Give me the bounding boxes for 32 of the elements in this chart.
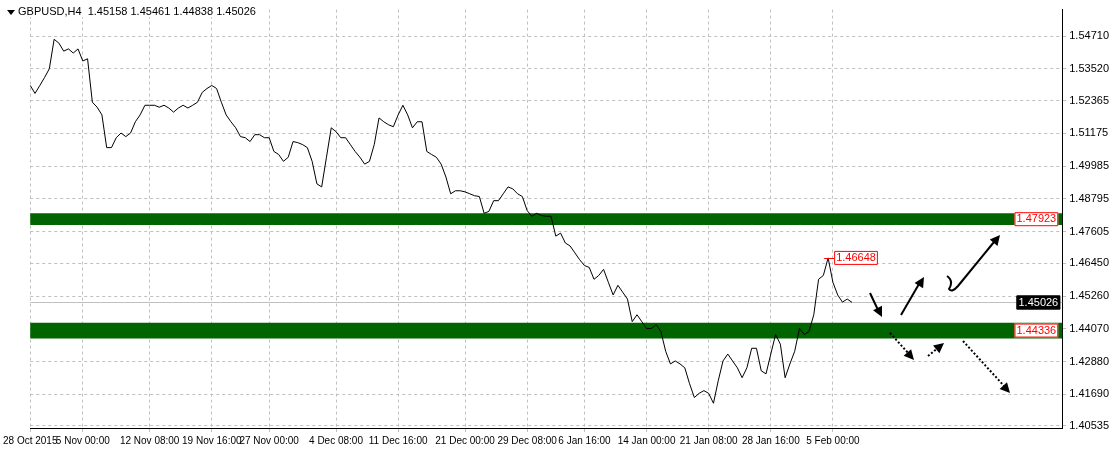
y-tick-label: 1.40535 (1069, 418, 1109, 431)
x-tick-label: 14 Jan 00:00 (617, 434, 676, 446)
x-tick-label: 4 Dec 08:00 (309, 434, 364, 446)
x-tick-label: 12 Nov 08:00 (119, 434, 180, 446)
x-tick-label: 28 Oct 2015 (3, 434, 58, 446)
chart-title: GBPUSD,H4 1.45158 1.45461 1.44838 1.45026 (18, 5, 256, 17)
y-tick-label: 1.49985 (1069, 159, 1109, 172)
y-tick-label: 1.46450 (1069, 256, 1109, 269)
y-tick-label: 1.45260 (1069, 289, 1109, 302)
x-tick-label: 11 Dec 16:00 (368, 434, 428, 446)
x-tick-label: 6 Jan 16:00 (558, 434, 612, 446)
y-tick-label: 1.51175 (1069, 126, 1109, 139)
data-label: 1.46648 (836, 250, 876, 263)
x-tick-label: 19 Nov 16:00 (182, 434, 242, 446)
band-label: 1.44336 (1016, 323, 1057, 336)
x-tick-label: 21 Jan 08:00 (679, 434, 739, 446)
ref-line-label: 1.45026 (1018, 295, 1059, 308)
y-tick-label: 1.47605 (1069, 224, 1109, 237)
x-tick-label: 21 Dec 00:00 (435, 434, 496, 446)
x-tick-label: 29 Dec 08:00 (497, 434, 558, 446)
y-tick-label: 1.42880 (1069, 354, 1109, 367)
x-tick-label: 28 Jan 16:00 (741, 434, 801, 446)
y-tick-label: 1.41690 (1069, 387, 1109, 400)
x-tick-label: 5 Feb 00:00 (806, 434, 861, 446)
x-tick-label: 5 Nov 00:00 (55, 434, 111, 446)
y-tick-label: 1.54710 (1069, 29, 1109, 42)
y-tick-label: 1.48795 (1069, 191, 1109, 204)
y-tick-label: 1.53520 (1069, 62, 1109, 75)
x-tick-label: 27 Nov 00:00 (239, 434, 300, 446)
y-tick-label: 1.44070 (1069, 321, 1109, 334)
band-label: 1.47923 (1016, 212, 1057, 225)
y-tick-label: 1.52365 (1069, 93, 1109, 106)
